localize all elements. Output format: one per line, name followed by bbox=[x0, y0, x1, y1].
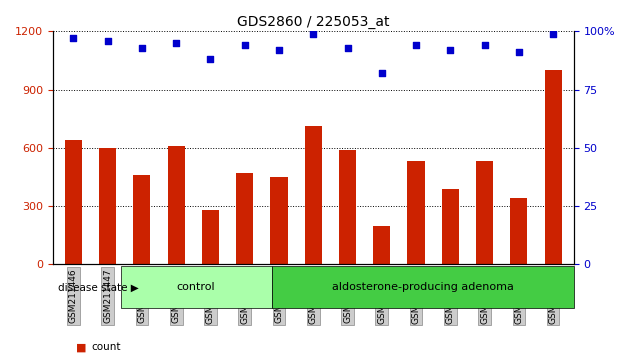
Bar bbox=[202, 210, 219, 264]
Point bbox=[205, 57, 215, 62]
Text: GSM211460: GSM211460 bbox=[549, 269, 558, 324]
Point bbox=[514, 50, 524, 55]
Point bbox=[343, 45, 353, 51]
Text: GSM211456: GSM211456 bbox=[411, 269, 421, 324]
Point bbox=[411, 42, 421, 48]
Bar bbox=[168, 146, 185, 264]
Point bbox=[137, 45, 147, 51]
Text: GSM211452: GSM211452 bbox=[275, 269, 284, 324]
Bar bbox=[373, 226, 391, 264]
Bar bbox=[408, 161, 425, 264]
Text: GSM211454: GSM211454 bbox=[343, 269, 352, 324]
Text: aldosterone-producing adenoma: aldosterone-producing adenoma bbox=[331, 282, 513, 292]
Bar bbox=[442, 188, 459, 264]
Point bbox=[479, 42, 490, 48]
Title: GDS2860 / 225053_at: GDS2860 / 225053_at bbox=[237, 15, 389, 29]
Bar bbox=[270, 177, 287, 264]
Text: disease state ▶: disease state ▶ bbox=[58, 282, 139, 292]
Point bbox=[103, 38, 113, 44]
FancyBboxPatch shape bbox=[120, 267, 272, 308]
Text: GSM211447: GSM211447 bbox=[103, 269, 112, 324]
Bar bbox=[510, 198, 527, 264]
Text: GSM211457: GSM211457 bbox=[446, 269, 455, 324]
Bar bbox=[305, 126, 322, 264]
Bar bbox=[544, 70, 562, 264]
Text: GSM211453: GSM211453 bbox=[309, 269, 318, 324]
Text: GSM211449: GSM211449 bbox=[172, 269, 181, 324]
Bar bbox=[65, 140, 82, 264]
Text: ■: ■ bbox=[76, 342, 86, 353]
Point bbox=[171, 40, 181, 46]
Bar bbox=[134, 175, 151, 264]
Point bbox=[274, 47, 284, 53]
Text: GSM211451: GSM211451 bbox=[240, 269, 249, 324]
Text: GSM211448: GSM211448 bbox=[137, 269, 146, 324]
Bar bbox=[339, 150, 356, 264]
Bar bbox=[476, 161, 493, 264]
Bar bbox=[99, 148, 116, 264]
FancyBboxPatch shape bbox=[272, 267, 574, 308]
Text: GSM211455: GSM211455 bbox=[377, 269, 386, 324]
Text: GSM211446: GSM211446 bbox=[69, 269, 78, 324]
Text: GSM211458: GSM211458 bbox=[480, 269, 489, 324]
Bar bbox=[236, 173, 253, 264]
Point bbox=[548, 31, 558, 36]
Point bbox=[445, 47, 455, 53]
Text: count: count bbox=[91, 342, 121, 353]
Point bbox=[69, 35, 79, 41]
Text: GSM211459: GSM211459 bbox=[514, 269, 524, 324]
Text: GSM211450: GSM211450 bbox=[206, 269, 215, 324]
Point bbox=[377, 70, 387, 76]
Point bbox=[308, 31, 318, 36]
Text: control: control bbox=[177, 282, 215, 292]
Point bbox=[239, 42, 249, 48]
